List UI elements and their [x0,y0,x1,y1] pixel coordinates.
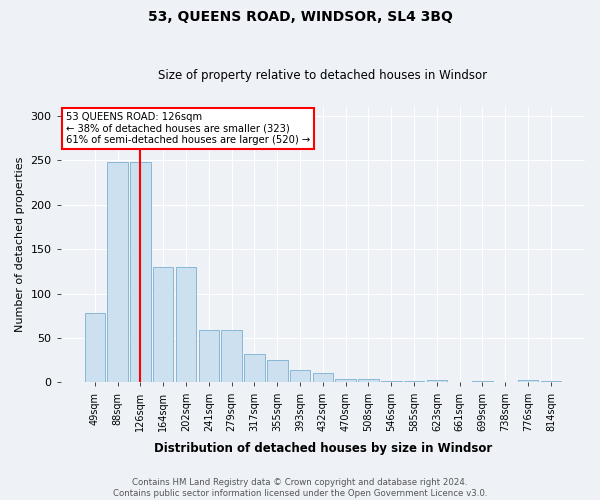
Bar [221,330,242,382]
Bar [313,372,333,382]
Y-axis label: Number of detached properties: Number of detached properties [15,157,25,332]
Bar [541,380,561,382]
X-axis label: Distribution of detached houses by size in Windsor: Distribution of detached houses by size … [154,442,492,455]
Bar [404,380,424,382]
Bar [472,380,493,382]
Title: Size of property relative to detached houses in Windsor: Size of property relative to detached ho… [158,69,487,82]
Bar [176,267,196,382]
Bar [199,330,219,382]
Bar [85,313,105,382]
Bar [267,360,287,382]
Bar [130,162,151,382]
Bar [244,354,265,382]
Text: 53, QUEENS ROAD, WINDSOR, SL4 3BQ: 53, QUEENS ROAD, WINDSOR, SL4 3BQ [148,10,452,24]
Bar [427,380,447,382]
Bar [358,379,379,382]
Bar [381,380,401,382]
Bar [290,370,310,382]
Bar [107,162,128,382]
Text: Contains HM Land Registry data © Crown copyright and database right 2024.
Contai: Contains HM Land Registry data © Crown c… [113,478,487,498]
Text: 53 QUEENS ROAD: 126sqm
← 38% of detached houses are smaller (323)
61% of semi-de: 53 QUEENS ROAD: 126sqm ← 38% of detached… [66,112,310,146]
Bar [153,267,173,382]
Bar [518,380,538,382]
Bar [335,379,356,382]
